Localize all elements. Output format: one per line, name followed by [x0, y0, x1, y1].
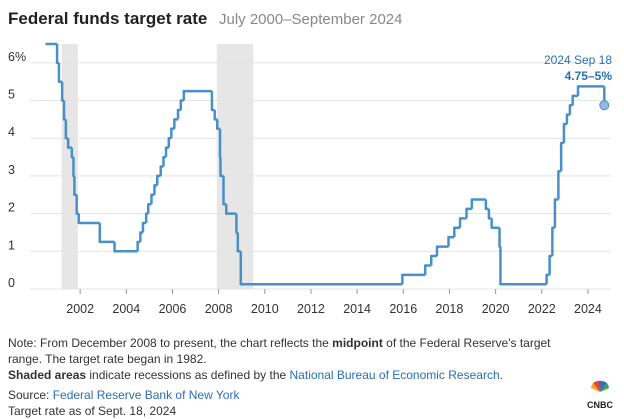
step-segment	[179, 99, 184, 110]
step-segment	[136, 240, 141, 252]
step-segment	[490, 218, 500, 229]
note-bold: midpoint	[332, 336, 383, 350]
chart-subtitle: July 2000–September 2024	[219, 11, 402, 28]
step-segment	[553, 198, 559, 228]
step-segment	[162, 155, 167, 167]
note-bold: Shaded areas	[8, 368, 87, 382]
step-segment	[73, 175, 77, 197]
note-text: of the Federal Reserve's target range. T…	[8, 336, 551, 366]
step-segment	[155, 174, 161, 186]
step-segment	[72, 157, 75, 178]
step-segment	[548, 254, 553, 275]
plot: 0 1 2 3 4 5 6% 2002 2004 2006 2008 2010 2012 2014 2016…	[8, 42, 611, 316]
step-segment	[173, 118, 179, 129]
step-segment	[222, 175, 227, 206]
step-segment	[562, 122, 567, 143]
x-tick-label: 2020	[482, 302, 510, 316]
x-tick-label: 2010	[251, 302, 279, 316]
note-text: Note: From December 2008 to present, the…	[8, 336, 333, 350]
step-segment	[139, 231, 143, 242]
step-segment	[447, 235, 455, 247]
note: Note: From December 2008 to present, the…	[8, 335, 568, 367]
step-segment	[182, 89, 212, 101]
x-tick-label: 2018	[436, 302, 464, 316]
step-segment	[144, 212, 149, 224]
chart-title: Federal funds target rate	[8, 9, 207, 28]
step-segment	[545, 273, 550, 285]
step-segment	[557, 169, 562, 200]
chart: Federal funds target rate July 2000–Sept…	[8, 9, 613, 316]
logo-text: CNBC	[587, 400, 613, 410]
step-segment	[559, 141, 564, 172]
x-tick-label: 2004	[112, 302, 140, 316]
recession-shade	[61, 44, 78, 289]
step-segment	[571, 94, 578, 106]
step-segment	[453, 226, 461, 238]
y-tick-label: 0	[8, 276, 15, 290]
x-tick-label: 2022	[528, 302, 556, 316]
step-segment	[435, 245, 449, 257]
note-text: .	[499, 368, 503, 382]
x-tick-label: 2002	[66, 302, 94, 316]
source-label: Source:	[8, 388, 53, 402]
step-segment	[57, 62, 63, 83]
link[interactable]: Federal Reserve Bank of New York	[52, 388, 240, 402]
shaded-note: Shaded areas indicate recessions as defi…	[8, 367, 568, 383]
logo-peacock	[591, 380, 609, 392]
step-segment	[113, 241, 138, 253]
x-tick-label: 2006	[159, 302, 187, 316]
step-segment	[429, 254, 437, 266]
x-tick-label: 2016	[389, 302, 417, 316]
annotation-date: 2024 Sep 18	[544, 53, 612, 67]
step-segment	[219, 157, 224, 178]
source: Source: Federal Reserve Bank of New York	[8, 387, 568, 403]
x-tick-label: 2012	[297, 302, 325, 316]
y-tick-label: 4	[8, 125, 15, 139]
step-segment	[470, 198, 486, 209]
step-segment	[77, 213, 100, 225]
step-segment	[225, 204, 237, 215]
step-segment	[498, 227, 501, 248]
x-tick-label: 2008	[205, 302, 233, 316]
step-segment	[465, 207, 472, 219]
y-tick-label: 1	[8, 238, 15, 252]
step-segment	[458, 217, 467, 228]
as-of: Target rate as of Sept. 18, 2024	[8, 404, 177, 418]
step-segment	[164, 146, 169, 158]
x-tick-label: 2024	[574, 302, 602, 316]
step-segment	[141, 221, 147, 233]
step-segment	[146, 202, 152, 214]
step-segment	[565, 113, 570, 125]
notes: Note: From December 2008 to present, the…	[8, 335, 568, 419]
step-segment	[576, 85, 605, 96]
note-text: indicate recessions as defined by the	[86, 368, 290, 382]
step-segment	[55, 44, 59, 65]
y-tick-label: 2	[8, 201, 15, 215]
step-segment	[150, 193, 155, 205]
recession-shade	[216, 44, 254, 289]
step-segment	[401, 273, 426, 285]
step-segment	[60, 81, 65, 102]
step-segment	[153, 184, 158, 195]
step-segment	[170, 127, 175, 139]
step-segment	[423, 264, 432, 275]
step-segment	[159, 165, 164, 176]
step-segment	[75, 194, 79, 215]
step-segment	[235, 213, 238, 234]
step-segment	[484, 199, 489, 211]
step-segment	[98, 223, 115, 244]
step-segment	[568, 104, 573, 115]
y-tick-label: 6%	[8, 50, 26, 64]
step-segment	[176, 108, 181, 120]
step-segment	[239, 251, 403, 286]
annotation-range: 4.75–5%	[565, 69, 613, 83]
x-tick-label: 2014	[343, 302, 371, 316]
step-segment	[499, 246, 547, 286]
step-segment	[167, 136, 172, 148]
link[interactable]: National Bureau of Economic Research	[289, 368, 500, 382]
end-point	[599, 100, 610, 111]
y-tick-label: 3	[8, 163, 15, 177]
y-tick-label: 5	[8, 88, 15, 102]
